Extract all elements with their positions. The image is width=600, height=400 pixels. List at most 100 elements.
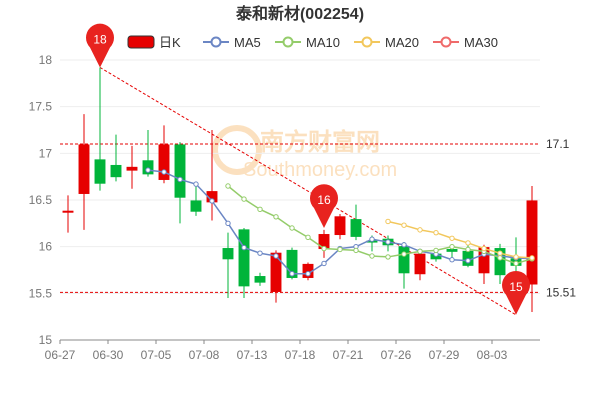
marker-label: 16 xyxy=(317,193,331,207)
ma20-point xyxy=(433,229,439,236)
x-tick-label: 07-05 xyxy=(141,348,172,362)
candle xyxy=(318,229,330,258)
marker-label: 15 xyxy=(509,280,523,294)
legend-label: MA20 xyxy=(385,35,419,50)
ma10-point xyxy=(497,255,503,261)
legend-dot-icon xyxy=(361,36,373,48)
ma5-point xyxy=(177,176,183,183)
ma10-point xyxy=(513,260,519,267)
ma10-point xyxy=(305,234,311,241)
candle-body xyxy=(414,253,426,275)
candle-body xyxy=(334,216,346,236)
candle xyxy=(78,114,90,230)
candle xyxy=(526,186,538,312)
candle-body xyxy=(254,276,266,283)
candle xyxy=(190,186,202,216)
y-tick-label: 16 xyxy=(39,240,53,254)
ma20-point xyxy=(449,235,455,241)
axes: 15 15.5 16 16.5 17 17.5 18 06-27 06-30 07-05 07-08… xyxy=(29,53,540,362)
ma5-point xyxy=(465,257,471,264)
ma20-line xyxy=(387,220,533,259)
legend-label: MA10 xyxy=(306,35,340,50)
y-tick-label: 17 xyxy=(39,146,53,160)
x-tick-label: 07-13 xyxy=(237,348,268,362)
x-tick-label: 06-30 xyxy=(93,348,124,362)
ma5-point xyxy=(385,239,391,245)
marker-pin xyxy=(310,184,338,228)
ma20-point xyxy=(481,245,487,252)
candle-body xyxy=(62,210,74,213)
ma5-point xyxy=(225,220,231,227)
x-tick-label: 07-21 xyxy=(333,348,364,362)
ma5-point xyxy=(145,167,151,173)
price-marker: 16 xyxy=(310,184,338,228)
candle-body xyxy=(222,248,234,260)
candle-body xyxy=(286,249,298,278)
ma20-point xyxy=(465,240,471,246)
candle-body xyxy=(142,160,154,175)
legend-label: MA30 xyxy=(464,35,498,50)
legend: 日K MA5 MA10 MA20 MA30 xyxy=(127,35,498,50)
y-tick-label: 18 xyxy=(39,53,53,67)
candle-body xyxy=(158,144,170,180)
grid xyxy=(60,59,540,341)
ma10-point xyxy=(465,246,471,253)
candles xyxy=(62,67,538,312)
legend-item-ma10: MA10 xyxy=(275,35,340,50)
x-tick-label: 07-08 xyxy=(189,348,220,362)
ma20-point xyxy=(529,255,535,261)
ma5-point xyxy=(257,250,263,256)
ma10-point xyxy=(369,253,375,259)
ma10-point xyxy=(401,251,407,257)
candle xyxy=(238,228,250,298)
ma20-point xyxy=(417,227,423,233)
ma10-point xyxy=(273,214,279,220)
candle-body xyxy=(190,200,202,212)
ma10-point xyxy=(433,247,439,254)
candle xyxy=(398,242,410,289)
ma5-point xyxy=(273,253,279,259)
candle-body xyxy=(526,200,538,285)
legend-dot-icon xyxy=(282,36,294,48)
y-tick-label: 16.5 xyxy=(29,193,53,207)
legend-item-ma20: MA20 xyxy=(354,35,419,50)
x-tick-label: 08-03 xyxy=(477,348,508,362)
ma5-point xyxy=(401,242,407,248)
candle-body xyxy=(398,246,410,274)
candle xyxy=(270,250,282,303)
marker-pin xyxy=(502,271,531,315)
price-marker: 18 xyxy=(86,23,115,68)
watermark-text-en: Southmoney.com xyxy=(243,159,397,181)
candle xyxy=(94,67,106,191)
price-marker: 15 xyxy=(502,271,531,315)
ma10-point xyxy=(353,247,359,254)
candle xyxy=(62,195,74,233)
chart-title: 泰和新材(002254) xyxy=(235,4,364,23)
candle xyxy=(126,145,138,189)
candle-body xyxy=(94,159,106,184)
ma10-point xyxy=(225,183,231,189)
ma20-point xyxy=(513,254,519,260)
ma10-point xyxy=(449,243,455,250)
legend-label: MA5 xyxy=(234,35,261,50)
candle-body xyxy=(174,144,186,198)
ma20-point xyxy=(497,250,503,256)
ma10-point xyxy=(321,245,327,252)
candle xyxy=(254,272,266,286)
reference-line-label: 15.51 xyxy=(546,285,576,299)
candle-body xyxy=(350,219,362,237)
ma5-point xyxy=(369,236,375,242)
ma5-point xyxy=(209,198,215,204)
candle xyxy=(494,243,506,284)
ma10-point xyxy=(417,248,423,255)
watermark-logo xyxy=(212,125,262,175)
candle-body xyxy=(270,252,282,292)
candle xyxy=(414,249,426,281)
ma5-point xyxy=(305,271,311,277)
ma5-point xyxy=(449,257,455,263)
legend-dot-icon xyxy=(210,36,222,48)
watermark: 南方财富网 Southmoney.com xyxy=(212,125,397,181)
ma10-point xyxy=(337,246,343,253)
